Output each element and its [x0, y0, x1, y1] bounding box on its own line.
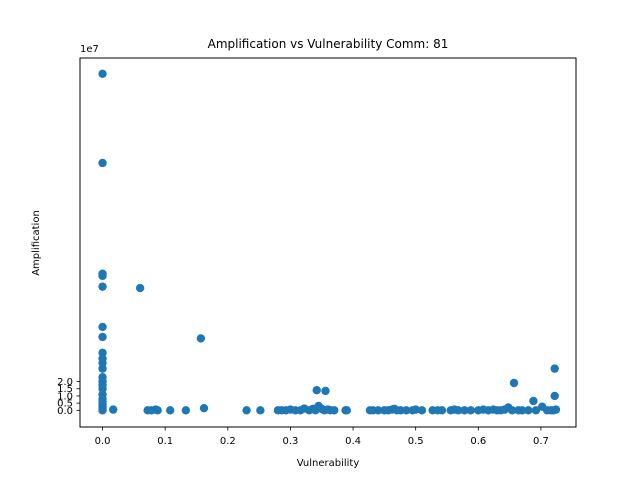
y-axis-label: Amplification — [31, 210, 42, 276]
data-point — [551, 405, 561, 414]
data-point — [98, 271, 107, 281]
data-point — [98, 332, 107, 342]
data-point — [550, 391, 559, 401]
data-point — [531, 406, 541, 415]
data-point — [98, 322, 107, 332]
data-point — [529, 396, 538, 406]
data-point — [342, 406, 351, 415]
y-tick-label: 2.0 — [57, 377, 73, 388]
data-point — [98, 364, 107, 373]
data-point — [454, 406, 463, 415]
axes: 0.0 0.1 0.2 0.3 0.4 0.5 0.6 0.70.00.51.01.52.0 — [57, 57, 577, 447]
data-point — [411, 405, 420, 414]
data-point — [98, 282, 107, 291]
x-tick-label: 0.1 — [157, 436, 173, 447]
x-tick-label: 0.2 — [220, 436, 236, 447]
x-axis-label: Vulnerability — [297, 458, 360, 469]
data-point — [242, 406, 251, 415]
data-point — [181, 406, 191, 415]
data-point — [330, 406, 339, 415]
data-point — [98, 158, 107, 168]
x-tick-label: 0.3 — [282, 436, 298, 447]
data-point — [402, 406, 411, 415]
data-point — [550, 364, 559, 373]
data-point — [437, 406, 447, 415]
x-tick-label: 0.6 — [470, 436, 486, 447]
y-tick-label: 1.5 — [57, 384, 73, 395]
data-point — [98, 348, 107, 357]
data-point — [466, 406, 475, 415]
data-point — [196, 334, 206, 343]
data-points — [98, 69, 561, 415]
data-point — [321, 386, 330, 396]
plot-area — [80, 58, 576, 427]
y-tick-label: 0.0 — [57, 406, 73, 417]
x-tick-label: 0.7 — [533, 436, 549, 447]
plot-background — [80, 58, 576, 427]
chart-title: Amplification vs Vulnerability Comm: 81 — [208, 37, 449, 51]
data-point — [373, 406, 383, 415]
x-tick-label: 0.0 — [95, 436, 111, 447]
data-point — [165, 406, 175, 415]
data-point — [135, 283, 145, 293]
data-point — [312, 385, 321, 395]
data-point — [199, 403, 209, 413]
x-tick-label: 0.5 — [408, 436, 424, 447]
data-point — [517, 406, 527, 415]
data-point — [98, 69, 107, 79]
y-offset-label: 1e7 — [80, 44, 99, 55]
data-point — [509, 378, 519, 388]
data-point — [98, 406, 107, 415]
plot-frame — [79, 57, 577, 428]
y-tick-label: 0.5 — [57, 399, 73, 410]
data-point — [507, 406, 517, 415]
data-point — [417, 406, 427, 415]
data-point — [98, 384, 107, 393]
y-tick-label: 1.0 — [57, 391, 73, 402]
x-tick-label: 0.4 — [345, 436, 361, 447]
data-point — [460, 406, 469, 415]
data-point — [153, 406, 162, 415]
data-point — [108, 405, 118, 414]
data-point — [256, 406, 265, 415]
data-point — [98, 358, 107, 368]
data-point — [524, 406, 533, 415]
